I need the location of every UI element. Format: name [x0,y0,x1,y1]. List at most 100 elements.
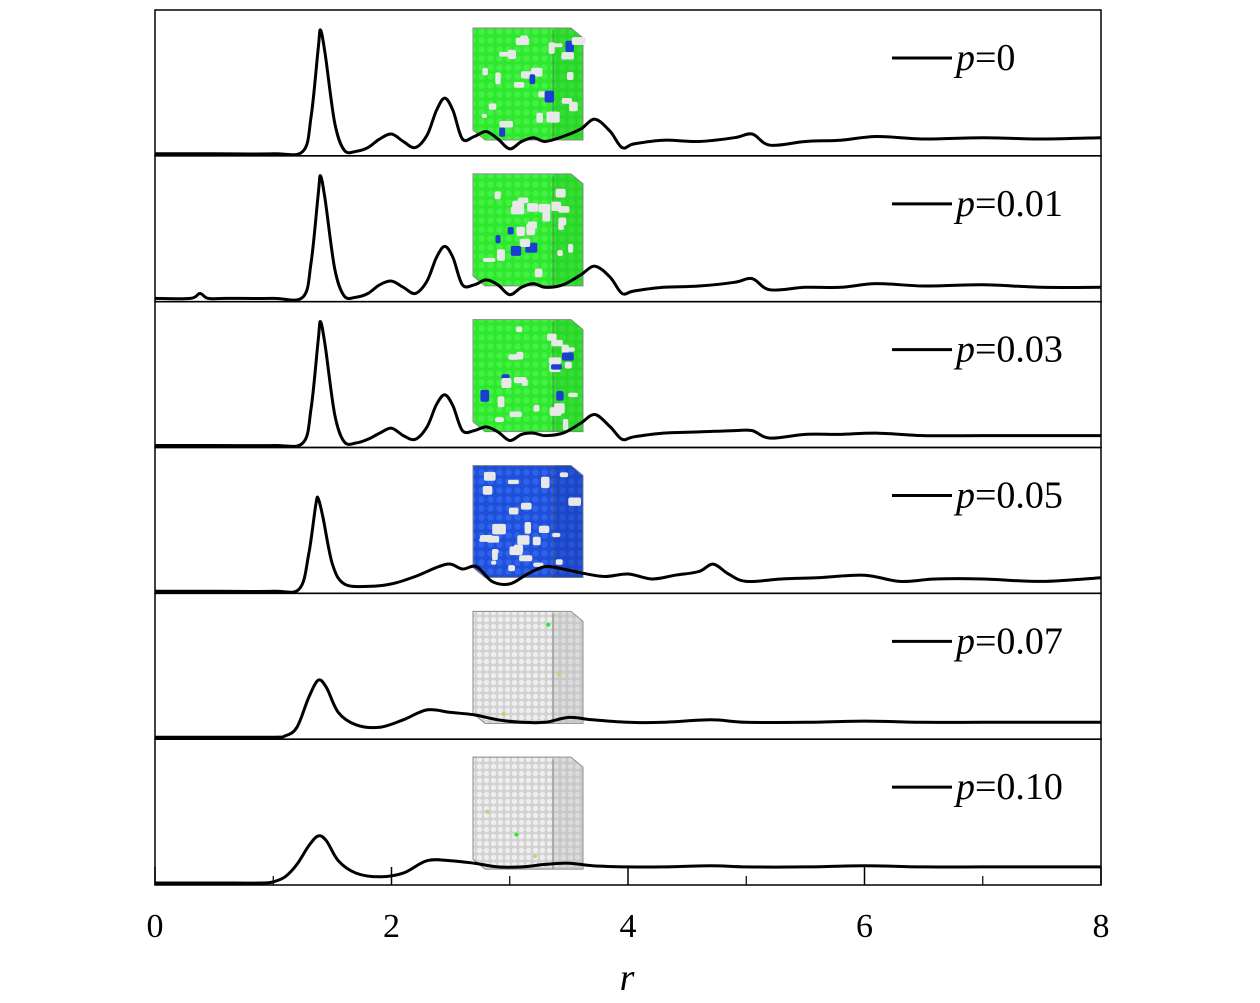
x-axis: 0 2 4 6 8 r [147,867,1110,999]
series-line-2 [154,174,1102,302]
cube-spot [541,476,550,489]
cube-spot [495,417,504,423]
cube-spot [516,226,525,236]
cube-spot [546,622,551,627]
cube-spot [501,711,506,716]
cube-spot [548,357,562,364]
cube-spot [538,203,551,213]
x-tick-label: 6 [856,908,873,945]
cube-spot [557,672,562,677]
cube-spot [488,103,497,110]
cube-spot [513,82,525,88]
cube-side-shade [553,465,583,578]
cube-spot [499,51,511,57]
x-tick-label: 0 [147,908,164,945]
legend-var: p [953,37,975,79]
inset-cube-5 [472,610,584,724]
legend-label-4: p=0.05 [953,475,1063,517]
cube-spot [514,832,519,837]
legend-value: =0.10 [975,766,1063,808]
cube-spot [510,206,525,215]
cube-spot [559,472,569,478]
cube-spot [542,211,551,222]
cube-spot [501,378,512,388]
series-line-5 [154,678,1101,739]
cube-spot [551,339,563,347]
cube-spot [555,559,563,565]
legend-var: p [953,766,975,808]
inset-cube-4 [472,465,584,578]
cube-spot [497,249,505,261]
cube-spot [483,471,496,481]
cube-spot [558,206,570,213]
cube-spot [544,90,555,103]
cube-spot [533,562,544,567]
cube-spot [482,486,493,495]
cube-spot [517,535,530,545]
cube-spot [497,396,505,408]
legend-var: p [953,183,975,225]
cube-spot [520,35,528,41]
cube-spot [509,546,523,556]
cube-spot [562,419,569,431]
cube-spot [520,502,532,510]
legend-label-3: p=0.03 [953,329,1063,371]
panel-frame [154,155,1102,303]
cube-spot [485,809,490,814]
cube-spot [533,404,540,412]
cube-spot [555,188,566,198]
inset-cube-1 [472,27,586,141]
cube-spot [508,354,519,360]
cube-spot [534,268,543,278]
panel-6: p=0.10 [154,738,1102,886]
cube-spot [562,352,574,361]
cube-spot [499,121,513,128]
cube-spot [546,111,560,123]
cube-spot [565,40,574,52]
cube-spot [527,203,538,212]
cube-spot [556,391,564,401]
cube-spot [571,37,586,45]
legend-value: =0.01 [975,183,1063,225]
cube-spot [494,191,501,200]
panel-2: p=0.01 [154,155,1102,303]
panel-frame [154,446,1102,595]
x-tick-label: 4 [620,908,637,945]
cube-spot [538,525,550,533]
cube-spot [551,364,562,370]
cube-spot [513,377,527,384]
legend-label-1: p=0 [953,37,1015,79]
series-line-1 [155,28,1102,157]
cube-spot [491,560,497,565]
x-tick-label: 2 [383,908,400,945]
panel-4: p=0.05 [154,446,1102,595]
cube-spot [568,392,578,398]
cube-spot [558,217,567,226]
cube-spot [561,344,569,353]
cube-spot [561,52,574,60]
inset-cube-2 [472,173,584,287]
cube-spot [533,854,537,859]
panel-1: p=0 [154,9,1102,157]
panel-3: p=0.03 [154,300,1102,449]
panel-5: p=0.07 [154,592,1102,740]
cube-spot [481,113,487,118]
cube-spot [507,227,514,235]
cube-spot [552,532,561,538]
cube-spot [527,221,537,229]
cube-spot [519,555,533,562]
cube-side-shade [553,611,583,724]
legend-value: =0.07 [975,620,1063,662]
inset-cube-6 [472,756,584,870]
cube-spot [495,72,501,85]
cube-spot [516,326,523,333]
cube-spot [483,257,496,262]
cube-spot [480,389,490,402]
cube-spot [561,98,572,104]
cube-spot [553,43,563,48]
cube-spot [569,101,578,112]
panel-frame [154,592,1102,740]
cube-spot [486,535,500,543]
legend-var: p [953,329,975,371]
cube-side-shade [553,173,583,286]
